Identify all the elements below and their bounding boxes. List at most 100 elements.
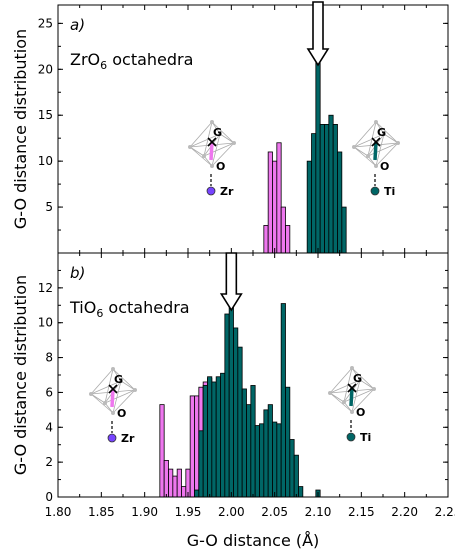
panel-label: b) — [70, 264, 85, 282]
octahedron-edge — [343, 388, 375, 403]
bar-ti — [241, 388, 247, 498]
y-tick-label: 15 — [38, 108, 53, 122]
octahedron-edge — [189, 121, 213, 148]
bar-ti — [319, 124, 325, 254]
bar-zr — [176, 468, 182, 498]
octahedron-edge — [90, 368, 114, 395]
metal-label: Zr — [220, 185, 234, 198]
oxygen-vertex — [210, 120, 214, 124]
panel-title: TiO6 octahedra — [69, 298, 190, 320]
bar-ti — [272, 421, 278, 498]
bar-zr — [276, 142, 282, 254]
o-label: O — [356, 406, 365, 419]
metal-atom — [370, 186, 380, 196]
g-label: G — [377, 126, 386, 139]
octahedron-edge — [329, 367, 353, 394]
g-cross-icon — [207, 137, 217, 147]
bar-ti — [211, 381, 217, 498]
bar-ti — [220, 372, 226, 498]
octahedron-edge — [351, 367, 375, 390]
bar-ti — [289, 439, 295, 498]
x-tick-label: 1.95 — [175, 505, 202, 519]
bar-zr — [168, 468, 174, 498]
metal-label: Ti — [384, 185, 395, 198]
bar-ti — [267, 404, 273, 498]
octahedron-edge — [375, 121, 399, 144]
octahedron-inset-zr-b: G O Zr — [89, 367, 137, 445]
bar-zr — [280, 206, 286, 254]
octahedron-edge — [112, 368, 122, 382]
bar-ti — [276, 423, 282, 498]
octahedron-edge — [90, 393, 114, 414]
octahedron-edge — [353, 121, 377, 148]
x-tick-label: 2.20 — [391, 505, 418, 519]
y-tick-label: 4 — [45, 420, 53, 434]
x-tick-label: 2.05 — [261, 505, 288, 519]
bars-layer — [159, 13, 347, 498]
octahedron-edge — [351, 379, 361, 413]
oxygen-vertex — [103, 401, 107, 405]
octahedron-edge — [189, 133, 221, 148]
octahedron-edge — [120, 380, 136, 391]
y-tick-label: 10 — [38, 316, 53, 330]
octahedron-edge — [211, 142, 235, 167]
bar-ti — [280, 303, 286, 498]
y-tick-label: 20 — [38, 62, 53, 76]
peak-arrow-icon — [306, 1, 330, 67]
metal-atom — [206, 186, 216, 196]
bar-ti — [298, 486, 304, 498]
g-o-bond — [349, 387, 354, 407]
g-cross-icon — [371, 137, 381, 147]
bar-ti — [332, 124, 338, 254]
bar-ti — [285, 386, 291, 498]
octahedron-edge — [203, 155, 213, 167]
g-cross-icon — [108, 384, 118, 394]
peak-arrow-icon — [219, 252, 243, 312]
octahedron-edge — [112, 389, 136, 414]
bar-ti — [194, 489, 200, 498]
octahedron-inset-ti-b: G O Ti — [328, 366, 376, 444]
o-label: O — [216, 160, 225, 173]
oxygen-vertex — [210, 164, 214, 168]
octahedron-edge — [329, 379, 361, 394]
bar-ti — [224, 313, 230, 498]
y-axis-label: G-O distance distribution — [11, 275, 30, 475]
octahedron-edge — [359, 379, 375, 390]
octahedron-edge — [353, 146, 377, 167]
metal-label: Zr — [121, 432, 135, 445]
bar-ti — [341, 206, 347, 254]
octahedron-edge — [367, 142, 399, 157]
panel-label: a) — [70, 16, 85, 34]
metal-label: Ti — [360, 431, 371, 444]
octahedron-edge — [329, 392, 353, 413]
bar-ti — [324, 124, 330, 254]
x-tick-label: 1.85 — [88, 505, 115, 519]
octahedron-edge — [351, 388, 375, 413]
bar-ti — [254, 425, 260, 498]
oxygen-vertex — [111, 367, 115, 371]
octahedron-edge — [104, 402, 114, 414]
oxygen-vertex — [89, 392, 93, 396]
bar-zr — [194, 395, 200, 498]
bar-ti — [306, 160, 312, 254]
oxygen-vertex — [382, 132, 386, 136]
octahedron-edge — [375, 142, 399, 167]
g-label: G — [213, 126, 222, 139]
o-label: O — [380, 160, 389, 173]
y-tick-label: 25 — [38, 16, 53, 30]
bar-ti — [228, 299, 234, 498]
octahedron-inset-zr-a: G O Zr — [188, 120, 236, 198]
y-tick-label: 10 — [38, 154, 53, 168]
oxygen-vertex — [358, 378, 362, 382]
g-label: G — [114, 373, 123, 386]
oxygen-vertex — [350, 410, 354, 414]
octahedron-inset-ti-a: G O Ti — [352, 120, 400, 198]
y-tick-label: 2 — [45, 455, 53, 469]
oxygen-vertex — [111, 411, 115, 415]
bar-ti — [263, 409, 269, 498]
y-tick-label: 12 — [38, 281, 53, 295]
oxygen-vertex — [133, 388, 137, 392]
oxygen-vertex — [374, 164, 378, 168]
bar-zr — [189, 395, 195, 498]
metal-atom — [107, 433, 117, 443]
